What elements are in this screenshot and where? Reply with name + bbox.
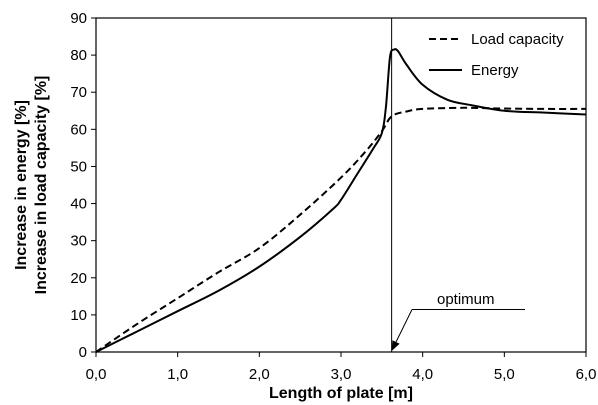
- x-tick-label: 1,0: [167, 366, 188, 383]
- optimum-arrowhead: [391, 340, 400, 351]
- y-tick-label: 80: [70, 47, 87, 64]
- x-tick-label: 6,0: [576, 366, 597, 383]
- x-tick-label: 3,0: [331, 366, 352, 383]
- y-axis-title-line-1: Increase in energy [%]: [13, 100, 30, 270]
- legend: Load capacity Energy: [429, 31, 564, 79]
- optimum-leader-line: [395, 309, 413, 343]
- y-axis-title-line-2: Increase in load capacity [%]: [33, 76, 50, 295]
- y-tick-label: 50: [70, 158, 87, 175]
- x-tick-label: 4,0: [412, 366, 433, 383]
- x-axis-title: Length of plate [m]: [269, 385, 413, 402]
- y-tick-label: 0: [79, 344, 87, 361]
- x-axis-ticks: 0,0 1,0 2,0 3,0 4,0 5,0 6,0: [86, 352, 597, 383]
- x-tick-label: 2,0: [249, 366, 270, 383]
- y-tick-label: 90: [70, 10, 87, 27]
- y-tick-label: 60: [70, 121, 87, 138]
- y-tick-label: 10: [70, 307, 87, 324]
- y-tick-label: 20: [70, 270, 87, 287]
- optimum-label: optimum: [437, 291, 495, 308]
- x-tick-label: 5,0: [494, 366, 515, 383]
- y-tick-label: 40: [70, 196, 87, 213]
- y-axis-ticks: 0 10 20 30 40 50 60 70 80 90: [70, 10, 96, 361]
- x-tick-label: 0,0: [86, 366, 107, 383]
- optimum-annotation: optimum: [391, 291, 525, 351]
- y-tick-label: 30: [70, 233, 87, 250]
- legend-label-energy: Energy: [471, 62, 519, 79]
- series-line-energy: [95, 48, 587, 353]
- y-tick-label: 70: [70, 84, 87, 101]
- legend-label-load-capacity: Load capacity: [471, 31, 564, 48]
